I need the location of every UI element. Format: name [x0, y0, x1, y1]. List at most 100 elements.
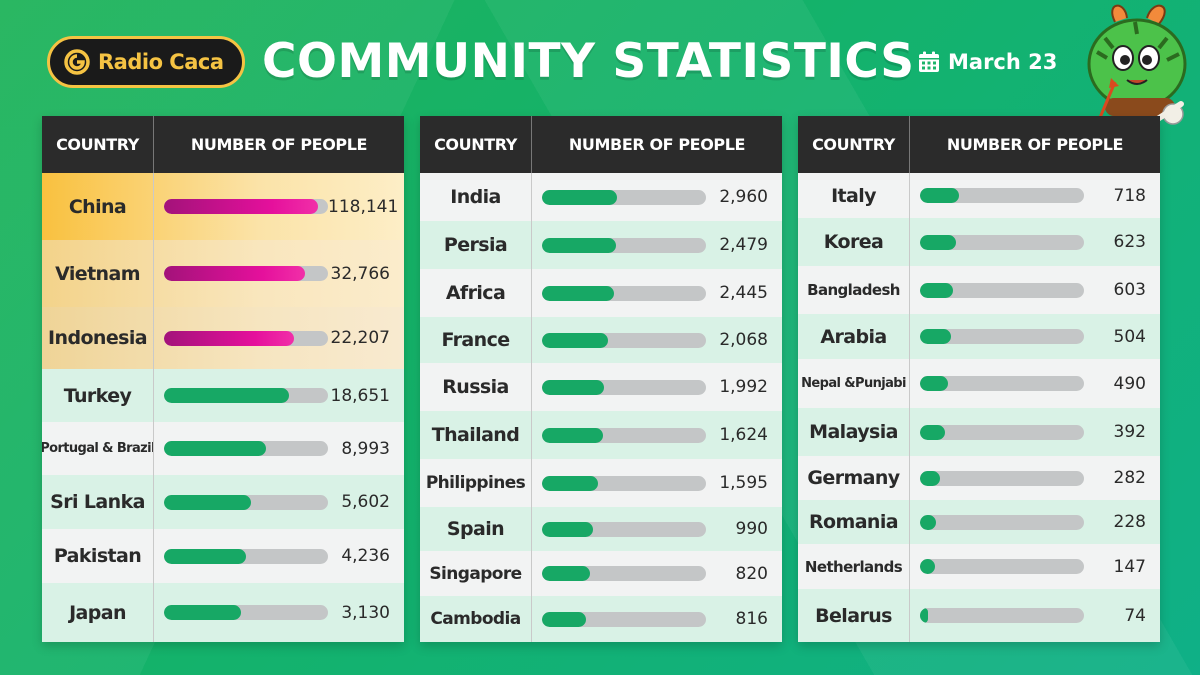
table-row: Philippines 1,595	[420, 459, 782, 507]
bar-cell: 1,595	[532, 459, 782, 507]
people-count: 2,479	[719, 235, 768, 255]
table-row: Thailand 1,624	[420, 411, 782, 459]
people-count: 623	[1113, 232, 1146, 252]
table-row: Russia 1,992	[420, 363, 782, 411]
table-row: France 2,068	[420, 317, 782, 363]
country-name: Persia	[420, 221, 532, 269]
progress-bar-fill	[920, 559, 935, 574]
progress-bar-fill	[542, 379, 605, 395]
progress-bar-fill	[920, 234, 957, 250]
bar-cell: 820	[532, 551, 782, 596]
table-row: Indonesia 22,207	[42, 307, 404, 369]
table-header: COUNTRY NUMBER OF PEOPLE	[420, 116, 782, 173]
country-name: India	[420, 173, 532, 221]
progress-bar-fill	[542, 237, 616, 253]
bar-cell: 2,960	[532, 173, 782, 221]
progress-bar-track	[542, 189, 706, 205]
bar-cell: 228	[910, 500, 1160, 544]
progress-bar-fill	[164, 266, 306, 281]
calendar-icon	[919, 51, 939, 72]
people-count: 147	[1113, 556, 1146, 577]
country-name: Sri Lanka	[42, 475, 154, 529]
table-rows: India 2,960 Persia 2,479 Africa 2,445 France 2,…	[420, 173, 782, 642]
people-count: 74	[1124, 605, 1146, 626]
progress-bar-track	[920, 559, 1084, 574]
people-count: 820	[735, 563, 768, 584]
country-name: Spain	[420, 507, 532, 551]
progress-bar-track	[542, 611, 706, 627]
progress-bar-track	[542, 285, 706, 301]
country-name: Singapore	[420, 551, 532, 596]
country-name: Vietnam	[42, 240, 154, 307]
table-header: COUNTRY NUMBER OF PEOPLE	[798, 116, 1160, 173]
bar-cell: 4,236	[154, 529, 404, 583]
people-count: 2,960	[719, 187, 768, 207]
people-count: 3,130	[341, 602, 390, 623]
country-name: Philippines	[420, 459, 532, 507]
bar-cell: 1,992	[532, 363, 782, 411]
progress-bar-track	[920, 514, 1084, 530]
table-row: Vietnam 32,766	[42, 240, 404, 307]
country-name: Africa	[420, 269, 532, 317]
brand-logo: Radio Caca	[47, 36, 245, 88]
bar-cell: 18,651	[154, 369, 404, 422]
country-name: China	[42, 173, 154, 240]
table-row: Netherlands 147	[798, 544, 1160, 589]
bar-cell: 718	[910, 173, 1160, 218]
progress-bar-fill	[542, 475, 598, 491]
people-count: 22,207	[330, 328, 390, 348]
progress-bar-fill	[920, 188, 960, 203]
country-name: Arabia	[798, 314, 910, 359]
country-name: Italy	[798, 173, 910, 218]
bar-cell: 282	[910, 456, 1160, 500]
country-name: Nepal &Punjabi	[798, 359, 910, 408]
progress-bar-fill	[542, 189, 618, 205]
table-rows: Italy 718 Korea 623 Bangladesh 603 Arabia 504 Ne…	[798, 173, 1160, 642]
progress-bar-track	[920, 608, 1084, 623]
people-count: 392	[1113, 422, 1146, 442]
progress-bar-fill	[920, 329, 952, 344]
progress-bar-fill	[164, 494, 251, 510]
table-row: Spain 990	[420, 507, 782, 551]
country-name: Germany	[798, 456, 910, 500]
date-text: March 23	[948, 50, 1058, 74]
column-header-number: NUMBER OF PEOPLE	[946, 135, 1124, 154]
bar-cell: 22,207	[154, 307, 404, 369]
people-count: 32,766	[330, 263, 390, 284]
table-row: Italy 718	[798, 173, 1160, 218]
progress-bar-track	[920, 470, 1084, 486]
country-name: Romania	[798, 500, 910, 544]
table-row: India 2,960	[420, 173, 782, 221]
country-name: Japan	[42, 583, 154, 642]
bar-cell: 118,141	[154, 173, 404, 240]
people-count: 228	[1113, 512, 1146, 532]
progress-bar-fill	[920, 470, 940, 486]
people-count: 1,992	[719, 377, 768, 397]
people-count: 718	[1113, 185, 1146, 206]
table-rows: China 118,141 Vietnam 32,766 Indonesia 22,207…	[42, 173, 404, 642]
country-name: Bangladesh	[798, 266, 910, 314]
table-row: Singapore 820	[420, 551, 782, 596]
people-count: 1,624	[719, 425, 768, 445]
progress-bar-track	[164, 266, 328, 281]
mascot-illustration	[1087, 4, 1187, 125]
progress-bar-fill	[542, 332, 608, 348]
progress-bar-track	[920, 424, 1084, 440]
table-row: Belarus 74	[798, 589, 1160, 642]
bar-cell: 2,445	[532, 269, 782, 317]
table-row: Arabia 504	[798, 314, 1160, 359]
bar-cell: 32,766	[154, 240, 404, 307]
bar-cell: 8,993	[154, 422, 404, 475]
bar-cell: 74	[910, 589, 1160, 642]
progress-bar-fill	[164, 199, 319, 214]
people-count: 4,236	[341, 546, 390, 566]
bar-cell: 3,130	[154, 583, 404, 642]
table-row: Africa 2,445	[420, 269, 782, 317]
progress-bar-track	[164, 199, 328, 214]
progress-bar-track	[542, 475, 706, 491]
table-row: Japan 3,130	[42, 583, 404, 642]
bar-cell: 504	[910, 314, 1160, 359]
progress-bar-fill	[920, 376, 948, 391]
progress-bar-track	[542, 237, 706, 253]
progress-bar-track	[920, 188, 1084, 203]
